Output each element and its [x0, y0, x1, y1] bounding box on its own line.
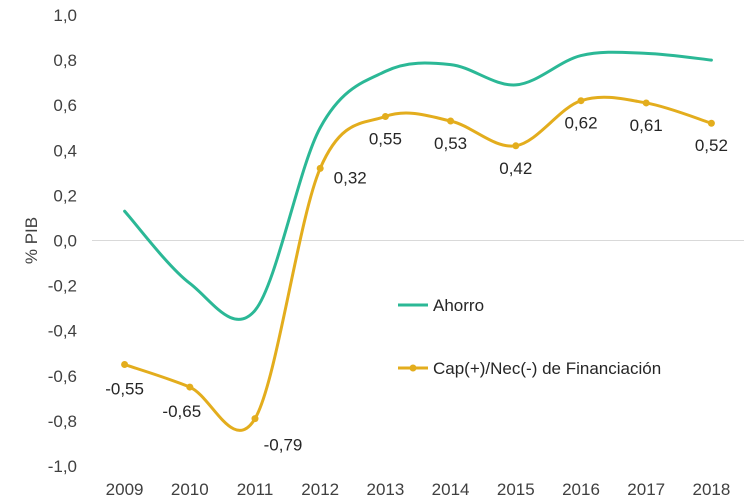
x-tick-label: 2015 [497, 480, 535, 499]
data-label: 0,61 [630, 116, 663, 135]
data-label: -0,79 [264, 436, 303, 455]
x-tick-label: 2013 [366, 480, 404, 499]
data-point [577, 97, 585, 105]
data-point [447, 117, 455, 125]
x-tick-label: 2016 [562, 480, 600, 499]
legend-label: Cap(+)/Nec(-) de Financiación [433, 359, 661, 378]
legend-label: Ahorro [433, 296, 484, 315]
y-tick-label: -0,2 [48, 277, 77, 296]
data-label: 0,53 [434, 134, 467, 153]
x-axis-ticks: 2009 2010 2011 2012 2013 2014 2015 2016 2017 2018 [106, 480, 731, 499]
series-line-cap-nec-financiacion [123, 95, 713, 432]
data-point [642, 99, 650, 107]
y-tick-label: 0,8 [53, 51, 77, 70]
x-tick-label: 2014 [432, 480, 470, 499]
legend: Ahorro Cap(+)/Nec(-) de Financiación [398, 296, 661, 378]
data-point [121, 361, 129, 369]
x-tick-label: 2017 [627, 480, 665, 499]
y-tick-label: 0,0 [53, 232, 77, 251]
series-layer [121, 50, 715, 432]
data-label: 0,62 [564, 114, 597, 133]
series-line-ahorro [123, 50, 713, 321]
y-axis-ticks: 1,0 0,8 0,6 0,4 0,2 0,0 -0,2 -0,4 -0,6 -0,8 -1,0 [48, 6, 77, 476]
x-tick-label: 2009 [106, 480, 144, 499]
data-point [251, 415, 259, 423]
x-tick-label: 2012 [301, 480, 339, 499]
data-point [186, 383, 194, 391]
y-tick-label: 0,4 [53, 141, 77, 160]
data-label: 0,42 [499, 159, 532, 178]
data-point [316, 164, 324, 172]
x-tick-label: 2011 [237, 480, 274, 499]
y-tick-label: 0,2 [53, 186, 77, 205]
y-tick-label: 1,0 [53, 6, 77, 25]
y-tick-label: -0,6 [48, 367, 77, 386]
data-labels: -0,55 -0,65 -0,79 0,32 0,55 0,53 0,42 0,62 0,61 0… [105, 114, 728, 455]
y-tick-label: 0,6 [53, 96, 77, 115]
data-point [381, 112, 389, 120]
data-label: 0,52 [695, 136, 728, 155]
x-tick-label: 2018 [692, 480, 730, 499]
y-axis-title: % PIB [22, 217, 41, 264]
x-tick-label: 2010 [171, 480, 209, 499]
y-tick-label: -1,0 [48, 457, 77, 476]
legend-marker [409, 364, 417, 372]
data-label: -0,65 [162, 402, 201, 421]
data-label: 0,32 [334, 168, 367, 187]
y-tick-label: -0,8 [48, 412, 77, 431]
data-point [707, 119, 715, 127]
data-label: -0,55 [105, 380, 144, 399]
y-tick-label: -0,4 [48, 322, 77, 341]
data-point [512, 142, 520, 150]
data-label: 0,55 [369, 129, 402, 148]
